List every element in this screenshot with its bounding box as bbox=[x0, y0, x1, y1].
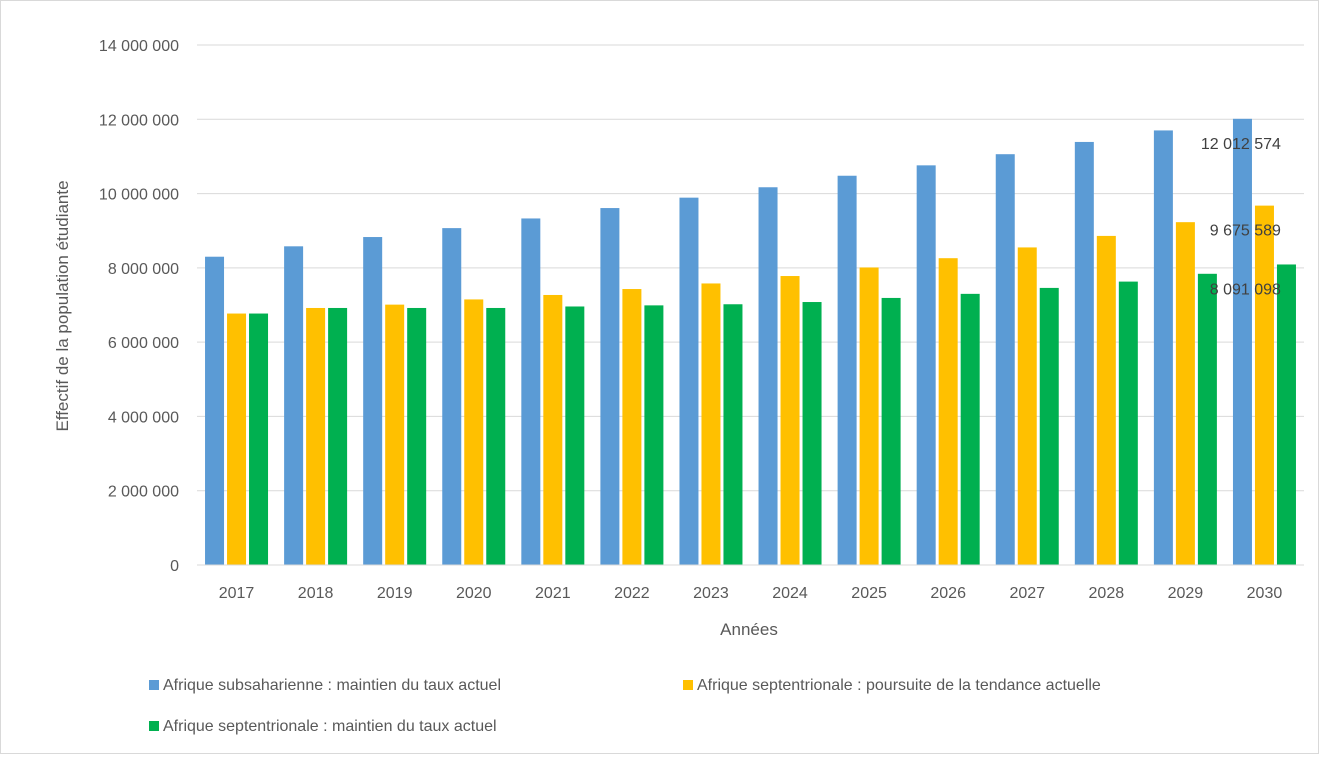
y-tick-label: 8 000 000 bbox=[108, 261, 179, 278]
bar-2025-series-2 bbox=[859, 267, 879, 565]
bar-2019-series-2 bbox=[385, 304, 405, 565]
bar-2030-series-2 bbox=[1254, 205, 1274, 566]
y-tick-label: 6 000 000 bbox=[108, 335, 179, 352]
legend-label: Afrique subsaharienne : maintien du taux… bbox=[163, 677, 501, 694]
bar-2027-series-2 bbox=[1017, 247, 1037, 565]
bar-2026-series-2 bbox=[938, 258, 958, 565]
bar-2030-series-3 bbox=[1276, 264, 1296, 565]
data-label: 9 675 589 bbox=[1210, 223, 1281, 240]
bar-2026-series-3 bbox=[960, 293, 980, 565]
x-tick-label: 2025 bbox=[851, 585, 887, 602]
bar-2024-series-1 bbox=[758, 187, 778, 565]
y-tick-label: 4 000 000 bbox=[108, 409, 179, 426]
bar-2017-series-1 bbox=[205, 256, 225, 565]
y-axis-title: Effectif de la population étudiante bbox=[53, 180, 72, 431]
x-tick-label: 2021 bbox=[535, 585, 571, 602]
bar-2017-series-3 bbox=[249, 313, 269, 565]
bar-2021-series-2 bbox=[543, 294, 563, 565]
data-label: 8 091 098 bbox=[1210, 281, 1281, 298]
y-tick-label: 10 000 000 bbox=[99, 187, 179, 204]
bar-2024-series-3 bbox=[802, 302, 822, 565]
bar-2027-series-3 bbox=[1039, 287, 1059, 565]
bar-2017-series-2 bbox=[227, 313, 247, 565]
bar-2019-series-3 bbox=[407, 307, 427, 565]
data-labels: 12 012 574 9 675 589 8 091 098 bbox=[1201, 136, 1281, 299]
bar-2022-series-3 bbox=[644, 305, 664, 565]
legend: Afrique subsaharienne : maintien du taux… bbox=[149, 677, 1101, 735]
x-tick-label: 2027 bbox=[1009, 585, 1045, 602]
bar-2030-series-1 bbox=[1232, 118, 1252, 566]
bar-2025-series-3 bbox=[881, 297, 901, 565]
bar-2018-series-1 bbox=[284, 246, 304, 566]
legend-swatch bbox=[683, 680, 693, 690]
bar-2026-series-1 bbox=[916, 165, 936, 566]
bar-2021-series-1 bbox=[521, 218, 541, 565]
bar-2024-series-2 bbox=[780, 276, 800, 565]
legend-label: Afrique septentrionale : maintien du tau… bbox=[163, 718, 497, 735]
bar-2029-series-3 bbox=[1197, 273, 1217, 565]
x-tick-label: 2026 bbox=[930, 585, 966, 602]
bar-2023-series-3 bbox=[723, 304, 743, 565]
bar-2023-series-1 bbox=[679, 197, 699, 565]
bar-2025-series-1 bbox=[837, 175, 857, 565]
y-axis-tick-labels: 0 2 000 000 4 000 000 6 000 000 8 000 000 10 … bbox=[99, 38, 179, 575]
x-tick-label: 2020 bbox=[456, 585, 492, 602]
bar-2020-series-1 bbox=[442, 228, 462, 565]
bar-2028-series-1 bbox=[1074, 141, 1094, 565]
bar-2019-series-1 bbox=[363, 237, 383, 565]
gridlines bbox=[197, 44, 1304, 492]
x-tick-label: 2018 bbox=[298, 585, 334, 602]
bars bbox=[205, 118, 1296, 566]
bar-2018-series-2 bbox=[306, 307, 326, 565]
y-tick-label: 12 000 000 bbox=[99, 112, 179, 129]
bar-2018-series-3 bbox=[328, 307, 348, 565]
x-tick-label: 2019 bbox=[377, 585, 413, 602]
bar-2022-series-1 bbox=[600, 208, 620, 566]
x-tick-label: 2024 bbox=[772, 585, 808, 602]
x-tick-label: 2017 bbox=[219, 585, 255, 602]
bar-2027-series-1 bbox=[995, 154, 1015, 565]
x-tick-label: 2023 bbox=[693, 585, 729, 602]
data-label: 12 012 574 bbox=[1201, 136, 1281, 153]
bar-2029-series-2 bbox=[1175, 222, 1195, 565]
x-axis-tick-labels: 2017 2018 2019 2020 2021 2022 2023 2024 2025 2026… bbox=[219, 585, 1283, 602]
y-tick-label: 2 000 000 bbox=[108, 484, 179, 501]
x-tick-label: 2029 bbox=[1168, 585, 1204, 602]
bar-2020-series-2 bbox=[464, 299, 484, 565]
x-tick-label: 2028 bbox=[1089, 585, 1125, 602]
bar-2028-series-2 bbox=[1096, 235, 1116, 565]
bar-2029-series-1 bbox=[1153, 130, 1173, 565]
bar-2021-series-3 bbox=[565, 306, 585, 565]
bar-2023-series-2 bbox=[701, 283, 721, 565]
bar-2028-series-3 bbox=[1118, 281, 1138, 565]
x-tick-label: 2030 bbox=[1247, 585, 1283, 602]
legend-label: Afrique septentrionale : poursuite de la… bbox=[697, 677, 1101, 694]
bar-2020-series-3 bbox=[486, 307, 506, 565]
x-axis-title: Années bbox=[720, 620, 778, 639]
y-tick-label: 0 bbox=[170, 558, 179, 575]
legend-swatch bbox=[149, 721, 159, 731]
y-tick-label: 14 000 000 bbox=[99, 38, 179, 55]
x-tick-label: 2022 bbox=[614, 585, 650, 602]
bar-2022-series-2 bbox=[622, 289, 642, 565]
legend-swatch bbox=[149, 680, 159, 690]
